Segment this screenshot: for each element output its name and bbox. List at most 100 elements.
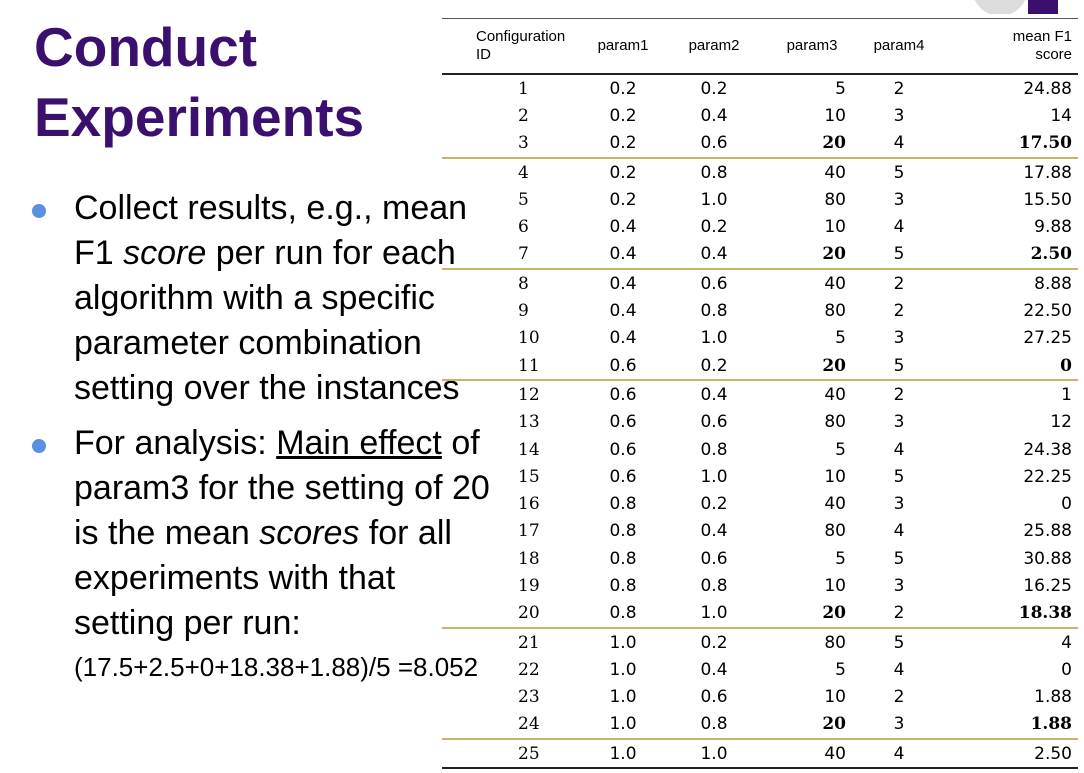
cell-mean-f1: 0	[1060, 355, 1072, 376]
cell-config-id: 14	[518, 439, 540, 460]
cell-param4: 4	[864, 738, 934, 770]
table-row: 8 0.4 0.6 40 2 8.88	[442, 268, 1078, 298]
cell-mean-f1: 2.50	[1030, 244, 1072, 265]
cell-param4: 3	[893, 494, 905, 515]
cell-param3: 5	[835, 659, 846, 680]
cell-param1: 0.8	[609, 494, 637, 515]
table-row: 15 0.6 1.0 10 5 22.25	[442, 463, 1078, 490]
cell-param3: 40	[760, 379, 864, 409]
cell-param4: 3	[893, 105, 905, 126]
cell-param1: 0.6	[609, 439, 637, 460]
cell-config-id: 3	[518, 133, 529, 154]
table-row: 13 0.6 0.6 80 3 12	[442, 409, 1078, 436]
cell-param2: 0.6	[700, 412, 728, 433]
cell-mean-f1: 22.25	[1023, 466, 1072, 487]
cell-config-id: 19	[518, 575, 540, 596]
table-row: 21 1.0 0.2 80 5 4	[442, 626, 1078, 657]
cell-param1: 0.8	[609, 548, 637, 569]
title-line-2: Experiments	[34, 86, 365, 148]
cell-mean-f1: 17.50	[1018, 133, 1072, 154]
cell-param4: 2	[864, 379, 934, 409]
cell-config-id: 13	[518, 412, 540, 433]
cell-config-id: 24	[518, 714, 540, 735]
cell-config-id: 12	[442, 379, 578, 409]
cell-config-id: 15	[518, 466, 540, 487]
cell-mean-f1: 1.88	[1030, 714, 1072, 735]
cell-param4: 3	[893, 412, 905, 433]
cell-param1: 0.2	[609, 133, 637, 154]
cell-mean-f1: 1.88	[1034, 687, 1072, 708]
header-configuration-id: Configuration ID	[442, 18, 578, 75]
cell-param1: 1.0	[609, 714, 637, 735]
cell-param4: 2	[893, 603, 905, 624]
cell-param1: 0.4	[609, 328, 637, 349]
table-row: 17 0.8 0.4 80 4 25.88	[442, 518, 1078, 545]
cell-param1: 0.6	[609, 466, 637, 487]
cell-param4: 5	[893, 466, 905, 487]
cell-mean-f1: 12	[1050, 412, 1072, 433]
cell-param1: 0.2	[609, 189, 637, 210]
cell-param1: 1.0	[578, 626, 668, 657]
header-param4: param4	[864, 18, 934, 75]
table-row: 10 0.4 1.0 5 3 27.25	[442, 325, 1078, 352]
cell-config-id: 2	[518, 105, 529, 126]
table-row: 7 0.4 0.4 20 5 2.50	[442, 241, 1078, 269]
cell-mean-f1: 4	[934, 626, 1078, 657]
cell-param3: 10	[824, 575, 846, 596]
cell-config-id: 18	[518, 548, 540, 569]
cell-param4: 5	[893, 244, 905, 265]
cell-param4: 5	[864, 156, 934, 187]
cell-config-id: 9	[518, 301, 529, 322]
cell-param1: 1.0	[609, 659, 637, 680]
cell-param2: 0.8	[668, 156, 760, 187]
cell-mean-f1: 18.38	[1018, 603, 1072, 624]
cell-config-id: 8	[442, 268, 578, 298]
cell-mean-f1: 30.88	[1023, 548, 1072, 569]
cell-param3: 40	[760, 156, 864, 187]
cell-mean-f1: 0	[1061, 494, 1072, 515]
cell-param3: 5	[835, 439, 846, 460]
cell-mean-f1: 14	[1050, 105, 1072, 126]
table-row: 12 0.6 0.4 40 2 1	[442, 379, 1078, 409]
slide-title: Conduct Experiments	[34, 12, 364, 152]
cell-param4: 4	[893, 439, 905, 460]
cell-param3: 20	[822, 244, 846, 265]
cell-param2: 0.2	[700, 217, 728, 238]
cell-mean-f1: 15.50	[1023, 189, 1072, 210]
bullet-dot-icon	[32, 204, 46, 218]
cell-mean-f1: 22.50	[1023, 301, 1072, 322]
cell-param3: 80	[824, 189, 846, 210]
cell-config-id: 1	[518, 78, 529, 99]
cell-param1: 1.0	[609, 687, 637, 708]
table-row: 20 0.8 1.0 20 2 18.38	[442, 600, 1078, 628]
cell-param1: 0.2	[578, 156, 668, 187]
table-row: 9 0.4 0.8 80 2 22.50	[442, 297, 1078, 324]
cell-param1: 0.8	[609, 575, 637, 596]
cell-config-id: 21	[442, 626, 578, 657]
cell-param4: 4	[893, 521, 905, 542]
cell-config-id: 6	[518, 217, 529, 238]
table-row: 19 0.8 0.8 10 3 16.25	[442, 572, 1078, 599]
cell-param4: 3	[893, 714, 905, 735]
cell-param4: 5	[893, 355, 905, 376]
table-body: 1 0.2 0.2 5 2 24.88 2 0.2 0.4 10 3 14 3 0.2 0.6 20 4 17.5…	[442, 74, 1078, 770]
results-table-container: Configuration ID param1 param2 param3 pa…	[442, 18, 1082, 770]
cell-param3: 5	[835, 328, 846, 349]
cell-config-id: 10	[518, 328, 540, 349]
main-effect-term: Main effect	[276, 424, 442, 462]
cell-mean-f1: 27.25	[1023, 328, 1072, 349]
bullet-collect-results: Collect results, e.g., mean F1 score per…	[30, 186, 490, 411]
cell-param2: 1.0	[668, 738, 760, 770]
cell-param2: 1.0	[700, 328, 728, 349]
bullet-list: Collect results, e.g., mean F1 score per…	[30, 186, 490, 684]
cell-param3: 10	[824, 217, 846, 238]
corner-logo-icon	[968, 0, 1058, 14]
cell-config-id: 4	[442, 156, 578, 187]
cell-param3: 80	[824, 521, 846, 542]
cell-param4: 3	[893, 189, 905, 210]
cell-config-id: 22	[518, 659, 540, 680]
cell-param3: 40	[824, 494, 846, 515]
cell-param3: 5	[835, 548, 846, 569]
table-row: 16 0.8 0.2 40 3 0	[442, 490, 1078, 517]
cell-param1: 1.0	[578, 738, 668, 770]
